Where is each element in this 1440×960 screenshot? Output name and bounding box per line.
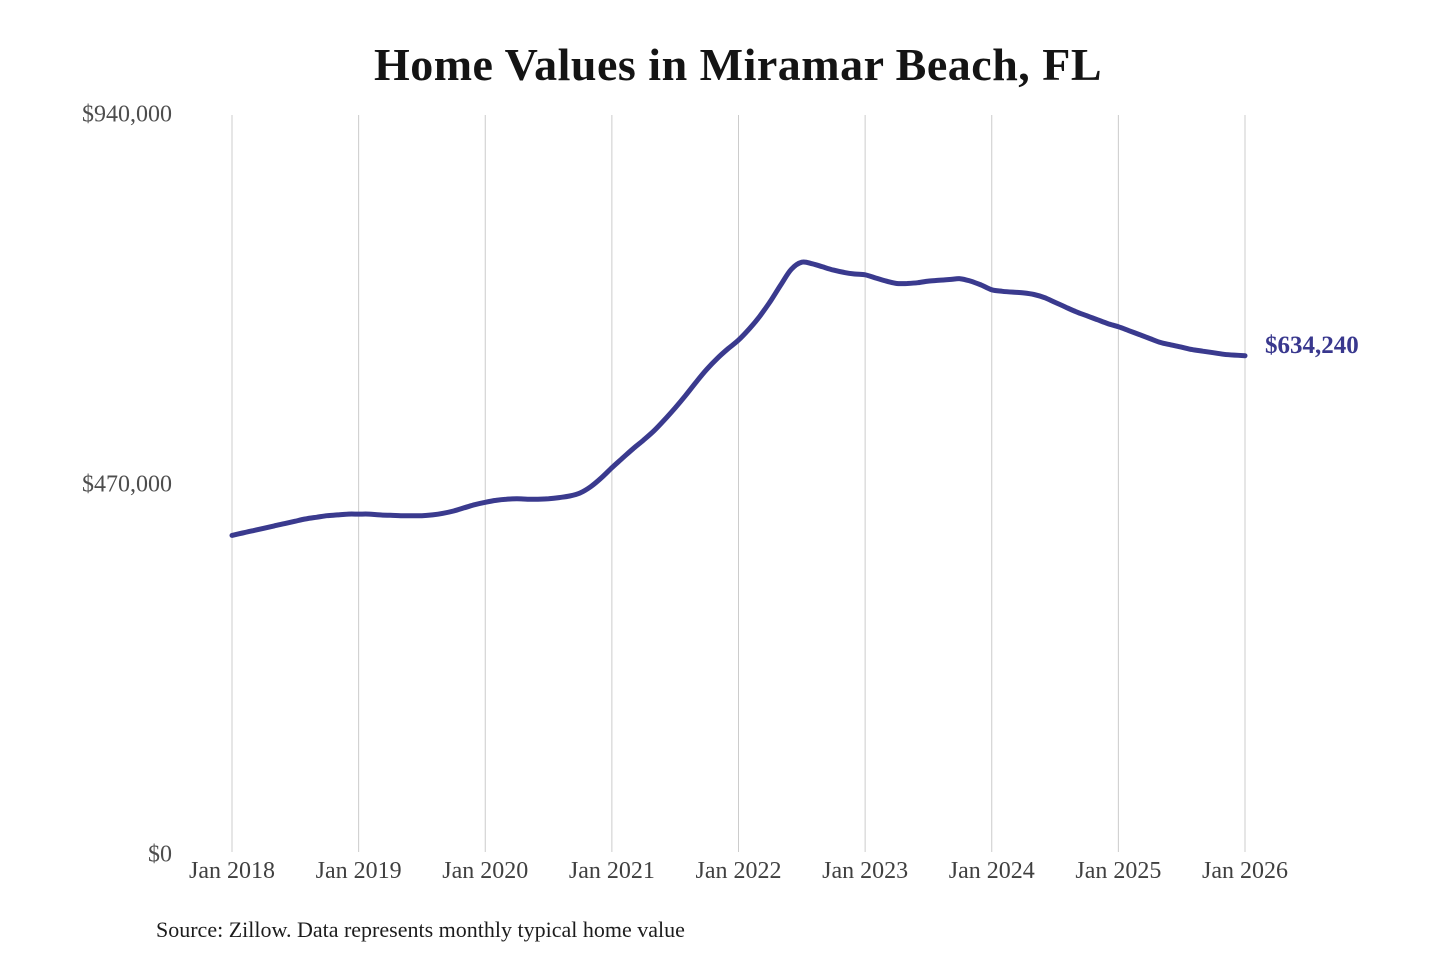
x-tick-label: Jan 2018 <box>189 858 275 884</box>
home-value-line <box>229 259 1248 538</box>
y-tick-label: $470,000 <box>82 471 172 498</box>
chart-title: Home Values in Miramar Beach, FL <box>373 39 1103 90</box>
y-tick-label: $0 <box>148 841 172 868</box>
x-tick-label: Jan 2025 <box>1075 858 1162 884</box>
x-tick-label: Jan 2024 <box>948 858 1035 884</box>
x-tick-label: Jan 2022 <box>695 858 782 884</box>
x-tick-label: Jan 2026 <box>1202 858 1288 884</box>
x-tick-label: Jan 2023 <box>822 858 909 884</box>
y-tick-label: $940,000 <box>82 101 172 128</box>
source-note: Source: Zillow. Data represents monthly … <box>156 917 685 942</box>
vertical-gridlines <box>231 115 1246 852</box>
x-tick-label: Jan 2020 <box>442 858 529 884</box>
x-tick-label: Jan 2021 <box>568 858 655 884</box>
x-tick-label: Jan 2019 <box>315 858 402 884</box>
end-value-label: $634,240 <box>1265 331 1359 359</box>
